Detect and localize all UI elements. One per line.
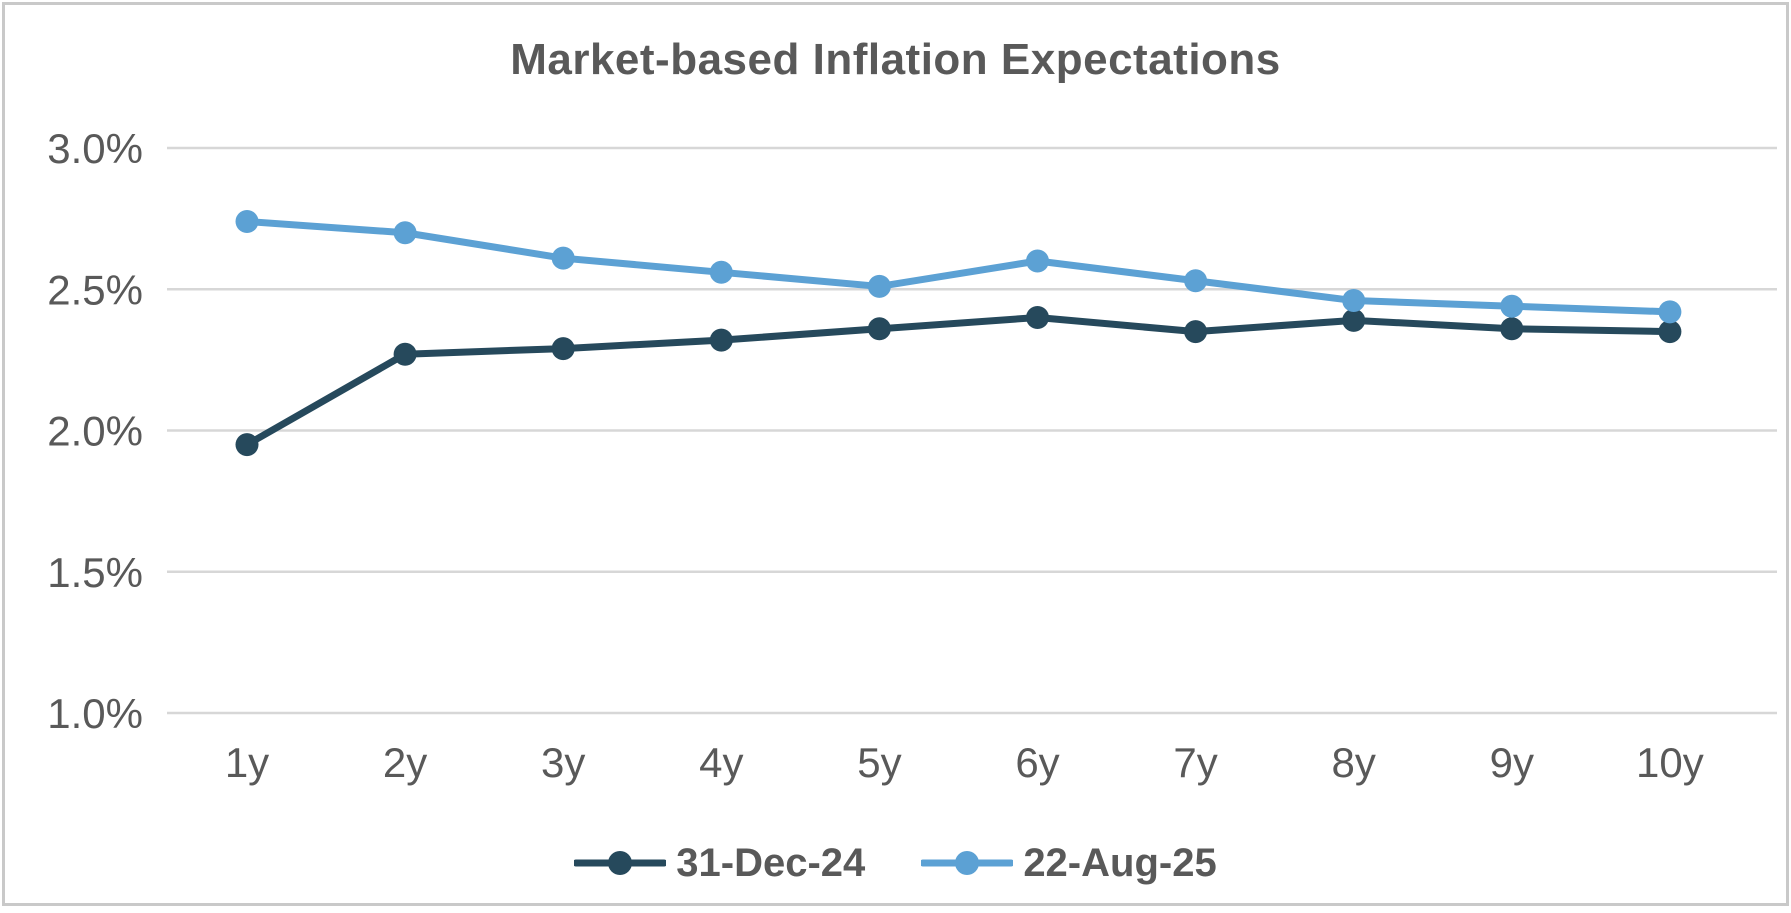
data-point bbox=[1658, 320, 1682, 344]
y-tick-label: 1.0% bbox=[47, 690, 143, 737]
data-point bbox=[1658, 300, 1682, 324]
data-point bbox=[393, 342, 417, 366]
x-tick-label: 7y bbox=[1173, 739, 1217, 786]
legend-label-series-0: 31-Dec-24 bbox=[676, 840, 866, 885]
legend-label-series-1: 22-Aug-25 bbox=[1023, 840, 1217, 885]
x-tick-label: 9y bbox=[1490, 739, 1534, 786]
data-point bbox=[709, 260, 733, 284]
x-tick-label: 10y bbox=[1636, 739, 1704, 786]
data-point bbox=[235, 209, 259, 233]
x-tick-label: 8y bbox=[1332, 739, 1376, 786]
data-point bbox=[1184, 320, 1208, 344]
y-tick-label: 3.0% bbox=[47, 125, 143, 172]
y-tick-label: 1.5% bbox=[47, 549, 143, 596]
y-tick-label: 2.0% bbox=[47, 408, 143, 455]
data-point bbox=[1342, 308, 1366, 332]
data-point bbox=[551, 246, 575, 270]
x-tick-label: 2y bbox=[383, 739, 427, 786]
data-point bbox=[1184, 269, 1208, 293]
series-line-22-aug-25 bbox=[243, 217, 1674, 316]
x-tick-label: 3y bbox=[541, 739, 585, 786]
data-point bbox=[1026, 249, 1049, 273]
data-point bbox=[867, 274, 891, 298]
x-tick-label: 6y bbox=[1015, 739, 1059, 786]
legend-line-marker-icon bbox=[921, 851, 1014, 875]
data-point bbox=[1500, 317, 1524, 341]
data-point bbox=[393, 221, 417, 245]
chart-title: Market-based Inflation Expectations bbox=[510, 35, 1281, 84]
y-tick-label: 2.5% bbox=[47, 266, 143, 313]
legend: 31-Dec-24 22-Aug-25 bbox=[5, 837, 1786, 889]
x-tick-label: 1y bbox=[225, 739, 269, 786]
data-point bbox=[1500, 294, 1524, 318]
x-tick-label: 5y bbox=[857, 739, 901, 786]
data-point bbox=[551, 337, 575, 361]
data-point bbox=[1026, 306, 1049, 329]
data-point bbox=[235, 433, 259, 457]
line-chart: 1.0% 1.5% 2.0% 2.5% 3.0% 1y 2y 3y 4y 5y 6y 7y 8y 9y 10… bbox=[47, 125, 1777, 786]
x-tick-label: 4y bbox=[699, 739, 743, 786]
legend-item-series-1: 22-Aug-25 bbox=[921, 840, 1217, 886]
legend-item-series-0: 31-Dec-24 bbox=[574, 841, 865, 886]
data-point bbox=[867, 317, 891, 341]
series-line-31-dec-24 bbox=[243, 314, 1674, 449]
data-point bbox=[1342, 289, 1366, 313]
legend-line-marker-icon bbox=[574, 851, 667, 875]
data-point bbox=[709, 328, 733, 352]
